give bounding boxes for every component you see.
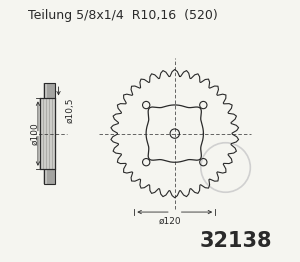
Text: ø100: ø100 [30,122,39,145]
Text: Teilung 5/8x1/4  R10,16  (520): Teilung 5/8x1/4 R10,16 (520) [28,8,217,21]
Text: ø10,5: ø10,5 [66,97,75,123]
Bar [40,99,55,169]
Bar [44,83,55,184]
Text: 32138: 32138 [200,231,272,251]
Text: ø120: ø120 [158,217,181,226]
